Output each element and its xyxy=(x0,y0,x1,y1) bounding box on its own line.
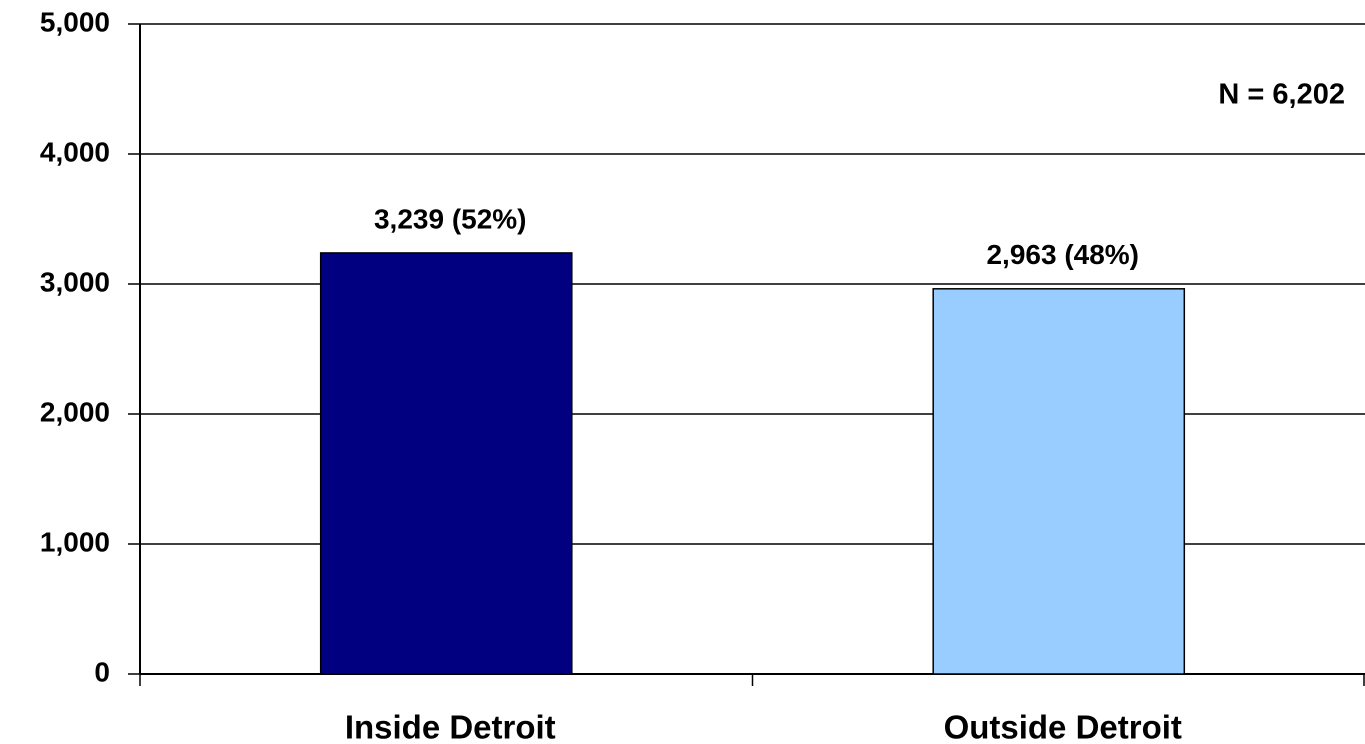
x-tick-label: Inside Detroit xyxy=(345,709,556,744)
bar xyxy=(319,252,573,675)
y-tick-label: 4,000 xyxy=(40,136,110,167)
y-tick-label: 1,000 xyxy=(40,526,110,557)
value-label: 2,963 (48%) xyxy=(986,239,1139,270)
y-tick-label: 3,000 xyxy=(40,266,110,297)
y-tick-label: 0 xyxy=(94,656,110,687)
bar xyxy=(932,288,1186,675)
y-tick-label: 2,000 xyxy=(40,396,110,427)
value-label: 3,239 (52%) xyxy=(374,203,527,234)
y-tick-label: 5,000 xyxy=(40,6,110,37)
annotation: N = 6,202 xyxy=(1218,79,1345,111)
x-tick-label: Outside Detroit xyxy=(944,709,1182,744)
